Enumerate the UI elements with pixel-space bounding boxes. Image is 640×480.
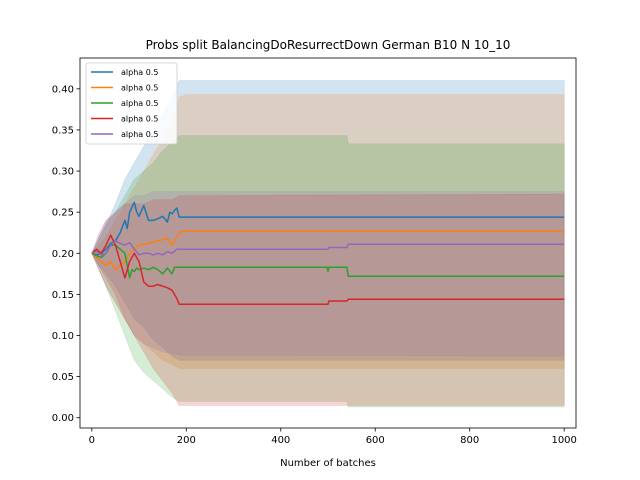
y-tick-label: 0.20 — [52, 249, 74, 260]
y-tick-label: 0.10 — [52, 331, 74, 342]
x-axis-label: Number of batches — [280, 458, 376, 469]
y-axis: 0.00 0.05 0.10 0.15 0.20 0.25 0.30 0.35 0.40 — [52, 84, 80, 424]
x-tick-label: 200 — [177, 435, 196, 446]
x-axis: 0 200 400 600 800 1000 — [89, 428, 577, 446]
y-tick-label: 0.25 — [52, 208, 74, 219]
x-tick-label: 0 — [89, 435, 95, 446]
series-lines — [91, 201, 565, 306]
x-tick-label: 400 — [271, 435, 290, 446]
y-tick-label: 0.35 — [52, 125, 74, 136]
x-tick-label: 1000 — [551, 435, 576, 446]
series-4-line — [91, 234, 565, 306]
plot-frame — [79, 57, 577, 429]
y-tick-label: 0.05 — [52, 372, 74, 383]
legend-label-3: alpha 0.5 — [121, 99, 158, 108]
series-2-line — [91, 230, 565, 271]
series-3-line — [91, 244, 565, 279]
legend-label-1: alpha 0.5 — [121, 68, 158, 77]
legend-label-2: alpha 0.5 — [121, 84, 158, 93]
series-5-line — [91, 240, 565, 256]
x-tick-label: 800 — [460, 435, 479, 446]
y-tick-label: 0.40 — [52, 84, 74, 95]
x-tick-label: 600 — [366, 435, 385, 446]
chart-title: Probs split BalancingDoResurrectDown Ger… — [146, 38, 511, 52]
legend-label-4: alpha 0.5 — [121, 115, 158, 124]
legend-label-5: alpha 0.5 — [121, 130, 158, 139]
legend-box — [85, 62, 178, 145]
series-5-band — [91, 191, 565, 357]
y-tick-label: 0.30 — [52, 167, 74, 178]
y-tick-label: 0.15 — [52, 290, 74, 301]
legend: alpha 0.5 alpha 0.5 alpha 0.5 alpha 0.5 alph… — [85, 62, 178, 145]
series-1-band — [91, 80, 565, 361]
y-tick-label: 0.00 — [52, 413, 74, 424]
